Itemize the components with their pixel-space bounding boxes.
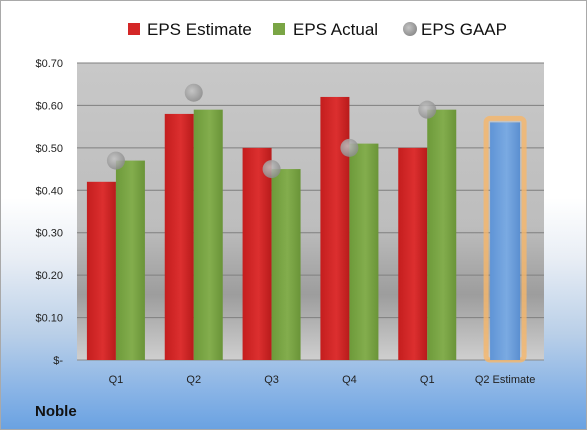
- plot-area: [77, 63, 544, 360]
- bar-eps-estimate: [242, 147, 272, 360]
- y-tick-label: $0.30: [35, 228, 63, 240]
- legend-label: EPS Actual: [293, 20, 378, 39]
- bar-eps-actual: [271, 169, 301, 360]
- bar-eps-actual: [349, 143, 379, 360]
- y-tick-label: $0.10: [35, 313, 63, 325]
- point-eps-gaap: [106, 151, 125, 170]
- y-tick-label: $0.40: [35, 185, 63, 197]
- legend: EPS Estimate EPS Actual EPS GAAP: [128, 20, 507, 39]
- bar-eps-estimate: [320, 96, 350, 360]
- bar-eps-actual: [193, 109, 223, 361]
- gaap-points: [106, 83, 437, 179]
- legend-label: EPS GAAP: [421, 20, 507, 39]
- point-eps-gaap: [340, 138, 359, 157]
- legend-marker-eps-gaap: [403, 22, 417, 36]
- y-axis-tick-labels: $- $0.10 $0.20 $0.30 $0.40 $0.50 $0.60 $0.70: [35, 58, 63, 367]
- x-tick-label: Q3: [264, 374, 279, 386]
- y-tick-label: $0.70: [35, 58, 63, 70]
- bar-eps-estimate: [86, 181, 116, 360]
- x-tick-label: Q1: [109, 374, 124, 386]
- x-tick-label: Q1: [420, 374, 435, 386]
- bar-eps-actual: [427, 109, 457, 361]
- y-tick-label: $-: [53, 355, 63, 367]
- x-tick-label: Q2: [186, 374, 201, 386]
- y-tick-label: $0.20: [35, 270, 63, 282]
- x-tick-label: Q4: [342, 374, 357, 386]
- point-eps-gaap: [262, 160, 281, 179]
- y-tick-label: $0.60: [35, 100, 63, 112]
- legend-label: EPS Estimate: [147, 20, 252, 39]
- bar-eps-estimate: [398, 147, 428, 360]
- legend-marker-eps-actual: [273, 23, 285, 35]
- company-name: Noble: [35, 403, 77, 420]
- point-eps-gaap: [184, 83, 203, 102]
- point-eps-gaap: [418, 100, 437, 119]
- legend-marker-eps-estimate: [128, 23, 140, 35]
- y-tick-label: $0.50: [35, 143, 63, 155]
- bar-eps-actual: [115, 160, 145, 360]
- x-axis-tick-labels: Q1 Q2 Q3 Q4 Q1 Q2 Estimate: [109, 374, 536, 386]
- bars: [86, 96, 527, 363]
- bar-q2-estimate: [490, 122, 521, 361]
- x-tick-label: Q2 Estimate: [475, 374, 536, 386]
- gridlines: [77, 62, 544, 361]
- bar-eps-estimate: [164, 113, 194, 361]
